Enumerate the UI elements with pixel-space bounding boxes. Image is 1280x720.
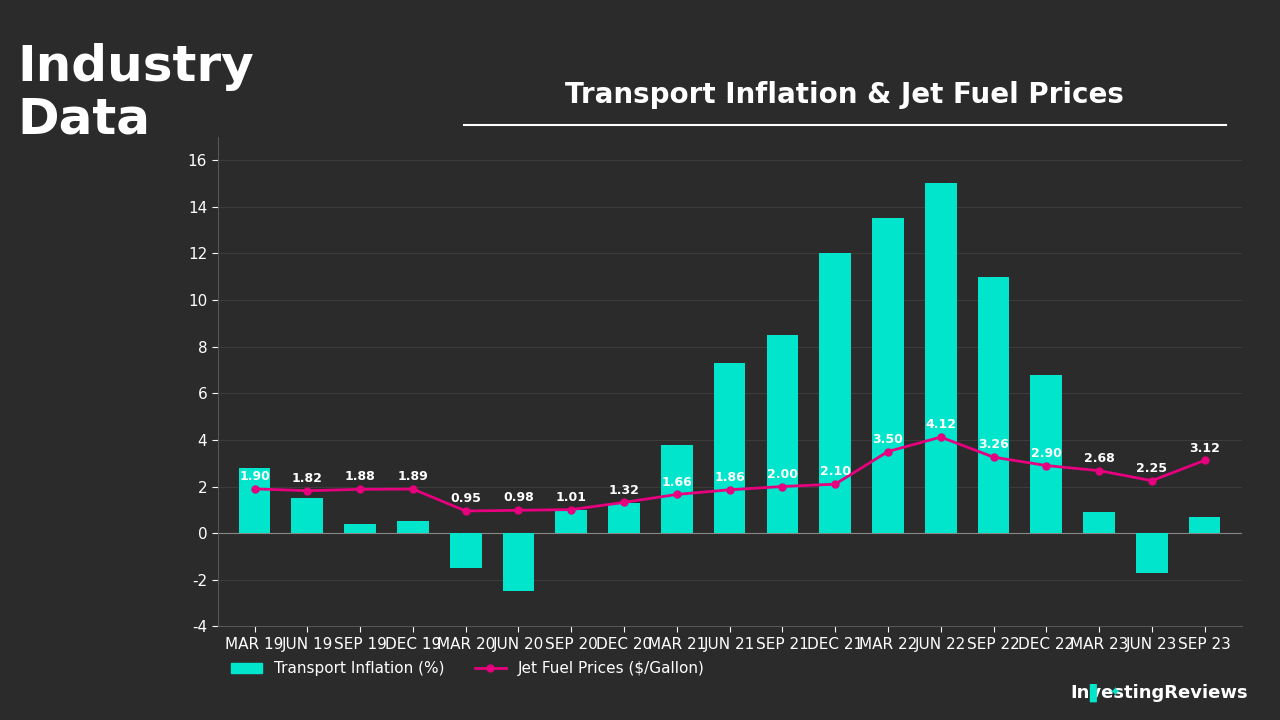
Bar [503,533,534,591]
Text: 2.68: 2.68 [1084,452,1115,465]
Bar [872,218,904,533]
Text: 2.25: 2.25 [1137,462,1167,475]
Text: 1.66: 1.66 [662,476,692,489]
Bar [714,363,745,533]
Text: 3.26: 3.26 [978,438,1009,451]
Bar [608,503,640,533]
Bar [238,468,270,533]
Bar [660,444,692,533]
Text: Industry
Data: Industry Data [18,43,255,143]
Text: 2.90: 2.90 [1030,446,1061,459]
Bar [925,184,956,533]
Text: 0.95: 0.95 [451,492,481,505]
Text: 1.32: 1.32 [608,484,640,497]
Text: ▌: ▌ [1089,684,1103,702]
Text: InvestingReviews: InvestingReviews [1070,684,1248,702]
Text: 1.82: 1.82 [292,472,323,485]
Text: 1.89: 1.89 [398,470,429,483]
Bar [1189,517,1221,533]
Bar [819,253,851,533]
Bar [397,521,429,533]
Bar [292,498,323,533]
Text: 4.12: 4.12 [925,418,956,431]
Text: Transport Inflation & Jet Fuel Prices: Transport Inflation & Jet Fuel Prices [566,81,1124,109]
Text: 3.50: 3.50 [873,433,904,446]
Bar [767,335,799,533]
Bar [449,533,481,568]
Bar [344,524,376,533]
Text: 1.01: 1.01 [556,491,586,504]
Text: 1.88: 1.88 [344,470,375,484]
Text: 3.12: 3.12 [1189,441,1220,454]
Text: 1.90: 1.90 [239,470,270,483]
Text: 2.00: 2.00 [767,468,797,481]
Bar [1137,533,1167,573]
Bar [556,510,588,533]
Bar [978,276,1010,533]
Text: 0.98: 0.98 [503,492,534,505]
Text: 1.86: 1.86 [714,471,745,484]
Bar [1083,512,1115,533]
Text: 2.10: 2.10 [819,465,851,478]
Text: ✦: ✦ [1110,687,1120,700]
Legend: Transport Inflation (%), Jet Fuel Prices ($/Gallon): Transport Inflation (%), Jet Fuel Prices… [225,655,710,683]
Bar [1030,374,1062,533]
